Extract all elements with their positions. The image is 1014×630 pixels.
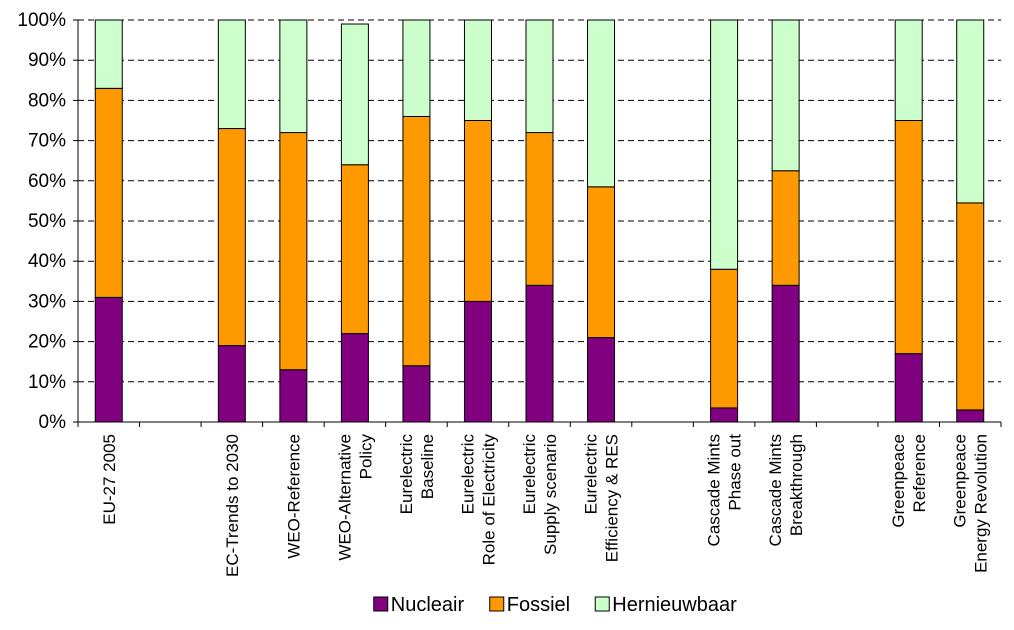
- x-tick-label: Phase out: [726, 434, 745, 511]
- bar-segment-nucleair: [402, 365, 431, 423]
- bar-segment-fossiel: [956, 202, 985, 411]
- x-tick-label: Role of Electricity: [479, 434, 498, 566]
- bar-segment-hernieuwbaar: [279, 19, 308, 134]
- bar-segment-nucleair: [340, 333, 369, 423]
- x-tick-label: Baseline: [418, 434, 437, 499]
- x-tick-label: Eurelectric: [520, 434, 539, 515]
- bar-segment-nucleair: [94, 296, 123, 423]
- y-tick-label: 0%: [39, 412, 67, 433]
- x-tick-label: Cascade Mints: [766, 434, 785, 546]
- x-tick-label: WEO-Alternative: [335, 434, 354, 561]
- legend-label-fossiel: Fossiel: [507, 594, 570, 616]
- bar-segment-fossiel: [587, 186, 616, 339]
- x-tick-label: Breakthrough: [787, 434, 806, 536]
- bar-segment-fossiel: [279, 132, 308, 371]
- bar-segment-hernieuwbaar: [525, 19, 554, 134]
- y-tick-label: 90%: [28, 50, 66, 71]
- y-tick-label: 40%: [28, 251, 66, 272]
- y-tick-label: 10%: [28, 372, 66, 393]
- bars: [94, 19, 985, 423]
- bar-segment-nucleair: [956, 409, 985, 423]
- bar-segment-fossiel: [402, 115, 431, 367]
- x-tick-label: EC-Trends to 2030: [223, 434, 242, 577]
- bar-segment-hernieuwbaar: [771, 19, 800, 172]
- bar-segment-hernieuwbaar: [956, 19, 985, 204]
- bar-segment-nucleair: [463, 300, 492, 423]
- bar-segment-fossiel: [94, 87, 123, 298]
- bar-segment-nucleair: [217, 345, 246, 423]
- y-tick-label: 30%: [28, 291, 66, 312]
- legend-label-nucleair: Nucleair: [391, 594, 465, 616]
- bar-segment-nucleair: [894, 353, 923, 423]
- x-tick-label: Supply scenario: [541, 434, 560, 555]
- bar-segment-hernieuwbaar: [94, 19, 123, 89]
- legend-swatch-hernieuwbaar: [594, 596, 610, 612]
- x-tick-label: WEO-Reference: [284, 434, 303, 559]
- x-tick-label: Efficiency & RES: [603, 434, 622, 562]
- bar-segment-fossiel: [894, 120, 923, 355]
- x-tick-label: Greenpeace: [951, 434, 970, 528]
- legend-swatch-nucleair: [373, 596, 389, 612]
- bar-segment-fossiel: [217, 128, 246, 347]
- bar-segment-hernieuwbaar: [894, 19, 923, 121]
- bar-segment-hernieuwbaar: [587, 19, 616, 188]
- legend-label-hernieuwbaar: Hernieuwbaar: [612, 594, 737, 616]
- y-tick-label: 20%: [28, 332, 66, 353]
- legend-swatch-fossiel: [489, 596, 505, 612]
- y-tick-label: 80%: [28, 90, 66, 111]
- y-tick-label: 100%: [17, 10, 66, 31]
- x-tick-label: Policy: [356, 434, 375, 480]
- bar-segment-fossiel: [710, 268, 739, 409]
- bar-segment-hernieuwbaar: [463, 19, 492, 121]
- x-tick-label: EU-27 2005: [100, 434, 119, 525]
- bar-segment-nucleair: [771, 284, 800, 423]
- x-tick-label: Greenpeace: [889, 434, 908, 528]
- y-tick-label: 70%: [28, 131, 66, 152]
- x-tick-label: Cascade Mints: [705, 434, 724, 546]
- x-tick-label: Eurelectric: [458, 434, 477, 515]
- y-tick-label: 50%: [28, 211, 66, 232]
- y-tick-label: 60%: [28, 171, 66, 192]
- bar-segment-fossiel: [525, 132, 554, 286]
- bar-segment-hernieuwbaar: [340, 23, 369, 166]
- legend: Nucleair Fossiel Hernieuwbaar: [373, 594, 737, 616]
- bar-segment-hernieuwbaar: [710, 19, 739, 270]
- bar-segment-nucleair: [587, 337, 616, 423]
- x-tick-label: Energy Revolution: [972, 434, 991, 573]
- bar-segment-hernieuwbaar: [217, 19, 246, 130]
- bar-segment-nucleair: [710, 407, 739, 423]
- x-tick-label: Reference: [910, 434, 929, 512]
- bar-segment-fossiel: [771, 170, 800, 286]
- y-tick-labels: 0% 10% 20% 30% 40% 50% 60% 70% 80% 90% 100%: [17, 10, 78, 433]
- bar-segment-nucleair: [279, 369, 308, 423]
- bar-segment-nucleair: [525, 284, 554, 423]
- bar-segment-hernieuwbaar: [402, 19, 431, 117]
- bar-segment-fossiel: [340, 164, 369, 335]
- x-tick-label: Eurelectric: [582, 434, 601, 515]
- x-tick-labels: EU-27 2005 EC-Trends to 2030 WEO-Reference…: [100, 434, 991, 577]
- bar-segment-fossiel: [463, 120, 492, 302]
- x-tick-label: Eurelectric: [397, 434, 416, 515]
